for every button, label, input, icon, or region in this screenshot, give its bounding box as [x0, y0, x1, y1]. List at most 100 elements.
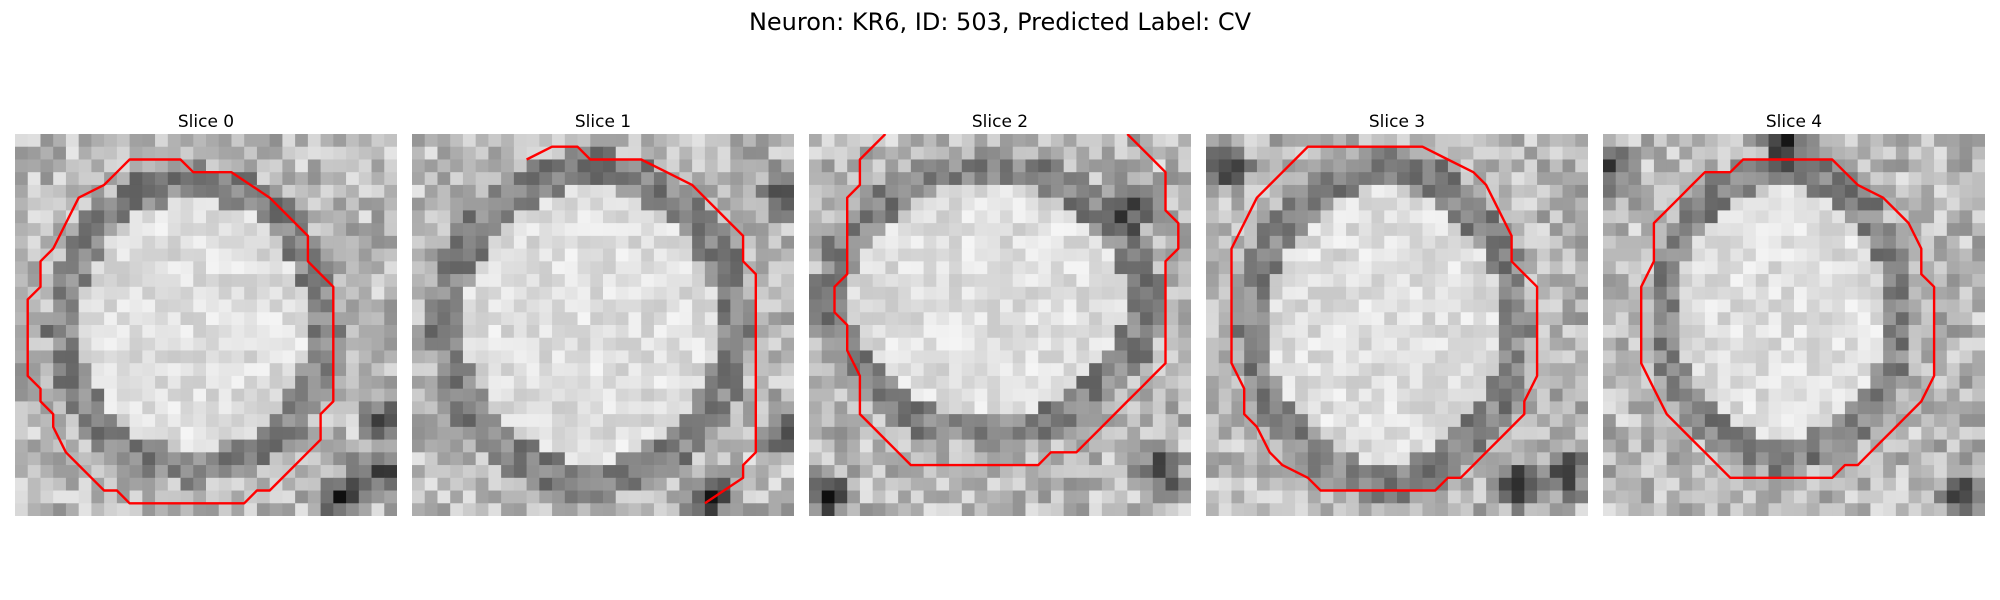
pixel-cell [1114, 197, 1128, 211]
pixel-cell [437, 261, 451, 275]
pixel-cell [358, 197, 372, 211]
pixel-cell [358, 184, 372, 199]
pixel-cell [1972, 210, 1985, 224]
pixel-cell [704, 274, 718, 288]
pixel-cell [1012, 261, 1026, 275]
pixel-cell [256, 197, 271, 211]
pixel-cell [295, 477, 309, 491]
pixel-cell [78, 375, 92, 390]
pixel-cell [1959, 312, 1973, 326]
pixel-cell [256, 503, 271, 516]
pixel-cell [1397, 159, 1411, 173]
pixel-cell [1447, 312, 1462, 326]
pixel-cell [91, 325, 105, 339]
pixel-cell [91, 375, 105, 390]
pixel-cell [1972, 477, 1985, 491]
pixel-cell [193, 503, 207, 516]
pixel-cell [1870, 477, 1884, 491]
pixel-cell [603, 286, 617, 300]
pixel-cell [513, 299, 527, 313]
pixel-cell [1101, 172, 1115, 186]
pixel-cell [65, 490, 80, 504]
pixel-cell [488, 312, 502, 326]
pixel-cell [1231, 426, 1245, 440]
pixel-cell [1025, 286, 1039, 300]
pixel-cell [346, 286, 360, 300]
pixel-cell [1844, 210, 1859, 224]
pixel-cell [1307, 490, 1321, 504]
pixel-cell [1025, 235, 1039, 249]
pixel-cell [155, 439, 169, 453]
pixel-cell [1832, 388, 1846, 402]
pixel-cell [333, 172, 347, 186]
pixel-cell [641, 414, 655, 428]
pixel-cell [155, 312, 169, 326]
pixel-cell [1946, 184, 1960, 199]
pixel-cell [1755, 134, 1769, 148]
pixel-cell [1256, 490, 1271, 504]
pixel-cell [1000, 235, 1014, 249]
pixel-cell [704, 223, 718, 237]
pixel-cell [1346, 286, 1360, 300]
pixel-cell [1755, 159, 1769, 173]
pixel-cell [1498, 350, 1512, 364]
pixel-cell [1562, 312, 1576, 326]
pixel-cell [1269, 503, 1283, 516]
pixel-cell [1140, 350, 1154, 364]
pixel-cell [1832, 184, 1846, 199]
pixel-cell [768, 197, 782, 211]
pixel-cell [1371, 172, 1385, 186]
pixel-cell [1628, 490, 1642, 504]
pixel-cell [809, 503, 823, 516]
pixel-cell [1972, 414, 1985, 428]
pixel-cell [1549, 452, 1563, 466]
pixel-cell [679, 210, 693, 224]
pixel-cell [333, 375, 347, 390]
pixel-cell [104, 414, 118, 428]
pixel-cell [692, 414, 706, 428]
pixel-cell [1768, 388, 1782, 402]
pixel-cell [949, 426, 963, 440]
pixel-cell [821, 363, 835, 377]
pixel-cell [1498, 159, 1512, 173]
pixel-cell [1575, 184, 1588, 199]
pixel-cell [1050, 146, 1065, 160]
pixel-cell [704, 159, 718, 173]
pixel-cell [1409, 503, 1423, 516]
pixel-cell [1575, 299, 1588, 313]
pixel-cell [1435, 350, 1449, 364]
pixel-cell [1460, 477, 1474, 491]
pixel-cell [730, 325, 744, 339]
pixel-cell [1768, 312, 1782, 326]
pixel-cell [1307, 261, 1321, 275]
pixel-cell [898, 184, 912, 199]
pixel-cell [333, 490, 347, 504]
pixel-cell [40, 465, 54, 479]
pixel-cell [193, 274, 207, 288]
pixel-cell [1101, 286, 1115, 300]
pixel-cell [1934, 248, 1948, 262]
pixel-cell [1000, 337, 1014, 351]
pixel-cell [1384, 375, 1398, 390]
pixel-cell [1959, 274, 1973, 288]
pixel-cell [961, 388, 975, 402]
pixel-cell [1524, 172, 1538, 186]
pixel-cell [206, 414, 220, 428]
pixel-cell [1498, 375, 1512, 390]
pixel-cell [730, 388, 744, 402]
pixel-cell [1346, 146, 1360, 160]
pixel-cell [692, 490, 706, 504]
pixel-cell [1089, 414, 1103, 428]
pixel-cell [666, 210, 680, 224]
pixel-cell [116, 286, 130, 300]
pixel-cell [666, 414, 680, 428]
pixel-cell [717, 134, 731, 148]
pixel-cell [513, 235, 527, 249]
pixel-cell [91, 184, 105, 199]
pixel-cell [1165, 146, 1179, 160]
pixel-cell [27, 223, 41, 237]
pixel-cell [1883, 159, 1897, 173]
pixel-cell [65, 375, 80, 390]
pixel-cell [307, 274, 321, 288]
pixel-cell [898, 197, 912, 211]
